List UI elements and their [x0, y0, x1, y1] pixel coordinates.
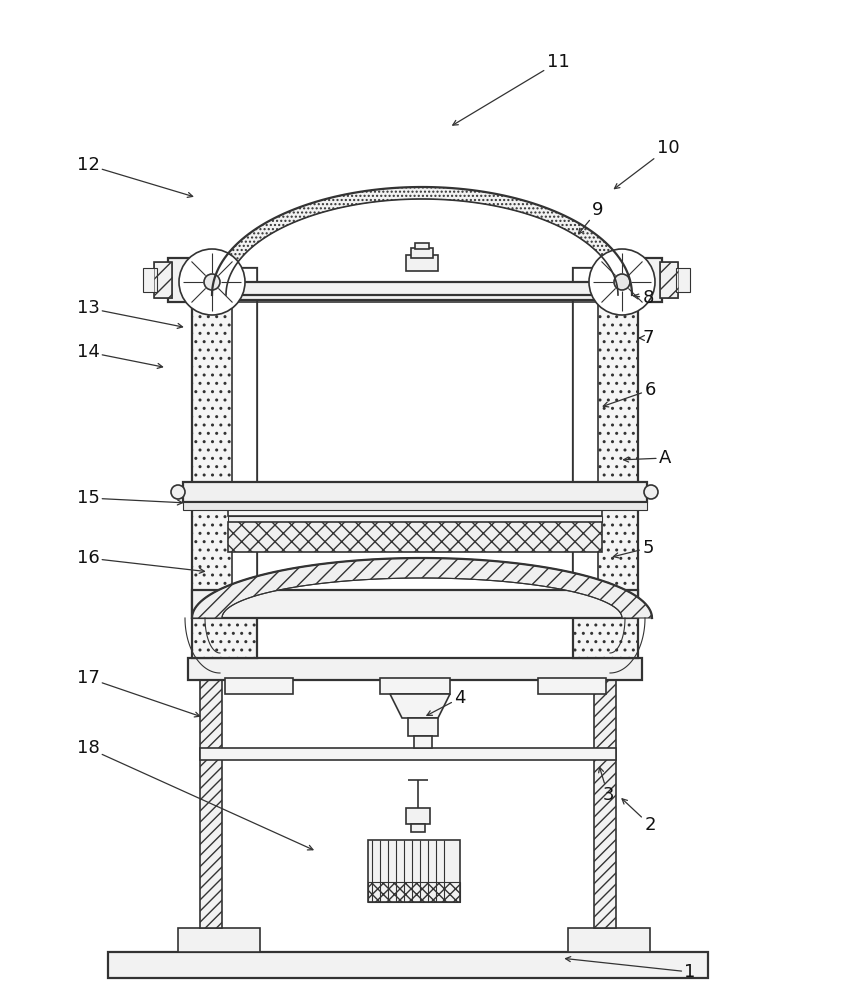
- Bar: [408, 718, 438, 736]
- Text: A: A: [624, 449, 671, 467]
- Bar: [192, 590, 638, 618]
- Circle shape: [171, 485, 185, 499]
- Bar: [411, 248, 433, 258]
- Bar: [614, 295, 642, 303]
- Bar: [594, 680, 616, 928]
- Bar: [154, 262, 172, 298]
- Text: 4: 4: [427, 689, 466, 715]
- Bar: [228, 502, 602, 516]
- Bar: [406, 255, 438, 271]
- Bar: [188, 282, 642, 300]
- Text: 11: 11: [452, 53, 570, 125]
- Text: 14: 14: [77, 343, 163, 368]
- Circle shape: [179, 249, 245, 315]
- Bar: [254, 302, 576, 502]
- Circle shape: [644, 485, 658, 499]
- Text: 2: 2: [622, 799, 656, 834]
- Bar: [178, 928, 260, 952]
- Bar: [168, 258, 220, 302]
- Text: 13: 13: [77, 299, 182, 328]
- Bar: [411, 824, 425, 832]
- Bar: [225, 678, 293, 694]
- Bar: [610, 258, 662, 302]
- Text: 16: 16: [77, 549, 204, 573]
- Bar: [660, 262, 678, 298]
- Bar: [228, 490, 602, 502]
- Text: 10: 10: [614, 139, 679, 189]
- Text: 3: 3: [598, 767, 614, 804]
- Circle shape: [614, 274, 630, 290]
- Bar: [183, 482, 647, 502]
- Bar: [188, 295, 216, 303]
- Text: 6: 6: [603, 381, 656, 407]
- Text: 1: 1: [565, 957, 695, 981]
- Bar: [414, 736, 432, 748]
- Bar: [538, 678, 606, 694]
- Text: 5: 5: [614, 539, 654, 558]
- Polygon shape: [212, 187, 632, 295]
- Bar: [154, 262, 172, 298]
- Bar: [568, 928, 650, 952]
- Bar: [415, 243, 429, 249]
- Bar: [228, 522, 602, 552]
- Bar: [380, 678, 450, 694]
- Bar: [143, 268, 157, 292]
- Text: 18: 18: [77, 739, 313, 850]
- Bar: [573, 268, 598, 588]
- Bar: [200, 748, 616, 760]
- Text: 8: 8: [634, 289, 654, 307]
- Text: 7: 7: [639, 329, 654, 347]
- Bar: [368, 882, 460, 902]
- Circle shape: [204, 274, 220, 290]
- Text: 12: 12: [77, 156, 192, 197]
- Polygon shape: [390, 694, 450, 718]
- Circle shape: [589, 249, 655, 315]
- Bar: [676, 268, 690, 292]
- Bar: [406, 808, 430, 824]
- Bar: [228, 516, 602, 522]
- Text: 9: 9: [578, 201, 603, 234]
- Bar: [183, 502, 647, 510]
- Bar: [573, 268, 638, 658]
- Bar: [660, 262, 678, 298]
- Polygon shape: [192, 558, 652, 618]
- Bar: [192, 268, 257, 658]
- Bar: [368, 840, 460, 902]
- Bar: [108, 952, 708, 978]
- Text: 17: 17: [77, 669, 200, 717]
- Bar: [232, 268, 257, 588]
- Bar: [200, 680, 222, 928]
- Text: 15: 15: [77, 489, 182, 507]
- Bar: [188, 658, 642, 680]
